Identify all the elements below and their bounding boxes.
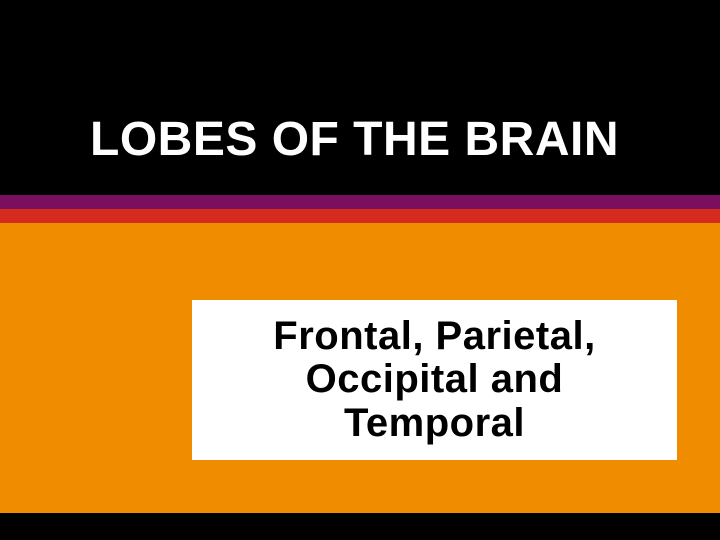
subtitle-line3: Temporal — [344, 401, 525, 445]
subtitle-line2: Occipital and — [306, 357, 564, 401]
slide-title: LOBES OF THE BRAIN — [90, 112, 619, 167]
bottom-black-bar — [0, 513, 720, 540]
subtitle-text: Frontal, Parietal, Occipital and Tempora… — [273, 315, 595, 445]
band-red — [0, 209, 720, 223]
subtitle-box: Frontal, Parietal, Occipital and Tempora… — [192, 300, 677, 460]
band-purple — [0, 195, 720, 209]
subtitle-line1: Frontal, Parietal, — [273, 314, 595, 358]
slide: LOBES OF THE BRAIN Frontal, Parietal, Oc… — [0, 0, 720, 540]
